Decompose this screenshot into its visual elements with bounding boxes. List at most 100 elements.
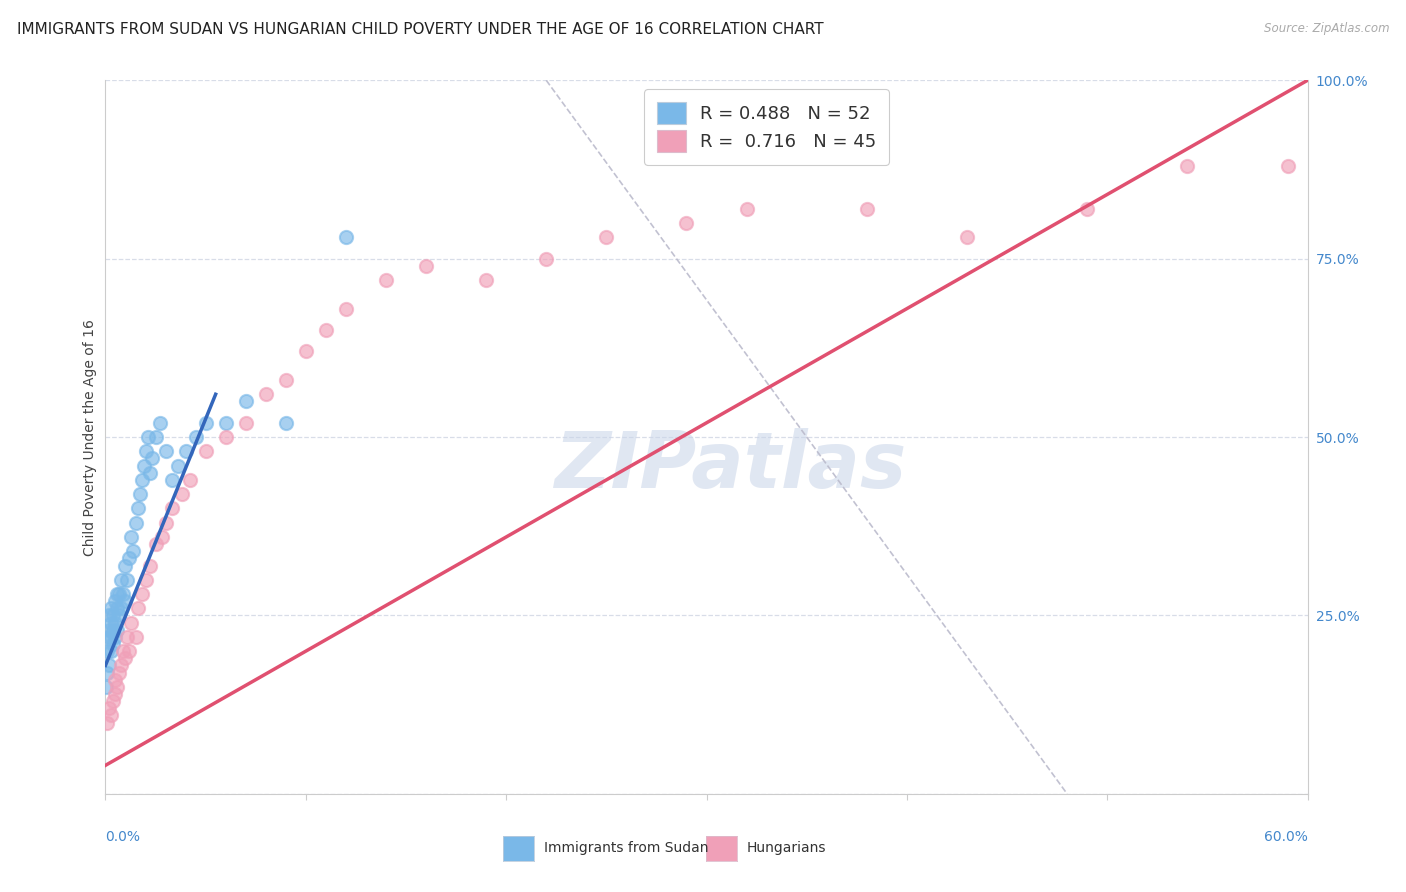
Point — [1277, 159, 1299, 173]
Point — [104, 687, 127, 701]
Point — [155, 444, 177, 458]
Point — [194, 444, 217, 458]
Point — [956, 230, 979, 244]
Point — [145, 430, 167, 444]
Point — [112, 644, 135, 658]
Point — [675, 216, 697, 230]
Point — [98, 658, 121, 673]
Text: IMMIGRANTS FROM SUDAN VS HUNGARIAN CHILD POVERTY UNDER THE AGE OF 16 CORRELATION: IMMIGRANTS FROM SUDAN VS HUNGARIAN CHILD… — [17, 22, 824, 37]
Point — [131, 587, 153, 601]
Point — [179, 473, 201, 487]
Point — [107, 623, 129, 637]
Text: Immigrants from Sudan: Immigrants from Sudan — [544, 841, 709, 855]
Point — [104, 630, 127, 644]
Point — [170, 487, 193, 501]
Point — [155, 516, 177, 530]
Point — [595, 230, 617, 244]
Point — [132, 458, 155, 473]
Point — [104, 673, 127, 687]
Point — [108, 608, 131, 623]
Point — [214, 430, 236, 444]
Point — [107, 680, 129, 694]
Point — [135, 444, 157, 458]
Point — [534, 252, 557, 266]
Point — [138, 558, 160, 573]
Point — [103, 623, 125, 637]
Point — [135, 573, 157, 587]
Point — [108, 665, 131, 680]
Point — [184, 430, 207, 444]
Point — [114, 594, 136, 608]
Point — [121, 615, 143, 630]
Point — [104, 594, 127, 608]
Point — [112, 587, 135, 601]
Legend: R = 0.488   N = 52, R =  0.716   N = 45: R = 0.488 N = 52, R = 0.716 N = 45 — [644, 89, 889, 165]
Point — [117, 630, 139, 644]
Point — [136, 430, 159, 444]
Point — [108, 587, 131, 601]
Point — [96, 665, 118, 680]
Text: ZIPatlas: ZIPatlas — [554, 427, 907, 504]
Point — [138, 466, 160, 480]
Point — [118, 644, 141, 658]
Point — [121, 530, 143, 544]
Point — [174, 444, 197, 458]
Point — [110, 573, 132, 587]
Point — [114, 558, 136, 573]
Point — [100, 615, 122, 630]
Point — [415, 259, 437, 273]
Point — [97, 630, 120, 644]
Point — [110, 658, 132, 673]
Point — [150, 530, 173, 544]
Point — [235, 416, 257, 430]
Point — [127, 501, 149, 516]
Point — [100, 644, 122, 658]
Point — [110, 601, 132, 615]
Point — [122, 544, 145, 558]
Point — [295, 344, 318, 359]
Point — [98, 701, 121, 715]
Point — [104, 615, 127, 630]
Point — [160, 473, 183, 487]
Text: Hungarians: Hungarians — [747, 841, 827, 855]
Point — [160, 501, 183, 516]
Point — [96, 715, 118, 730]
Point — [103, 694, 125, 708]
Point — [98, 623, 121, 637]
Point — [118, 551, 141, 566]
Text: 60.0%: 60.0% — [1264, 830, 1308, 844]
Point — [194, 416, 217, 430]
Text: Source: ZipAtlas.com: Source: ZipAtlas.com — [1264, 22, 1389, 36]
Point — [254, 387, 277, 401]
Point — [166, 458, 188, 473]
Point — [103, 637, 125, 651]
Point — [103, 608, 125, 623]
Point — [1076, 202, 1098, 216]
Point — [274, 416, 297, 430]
Point — [855, 202, 877, 216]
Point — [124, 630, 146, 644]
Point — [128, 487, 150, 501]
Point — [100, 630, 122, 644]
Point — [107, 587, 129, 601]
Point — [735, 202, 758, 216]
Point — [374, 273, 398, 287]
Point — [124, 516, 146, 530]
Point — [214, 416, 236, 430]
Point — [98, 608, 121, 623]
Point — [274, 373, 297, 387]
Point — [145, 537, 167, 551]
Point — [141, 451, 163, 466]
Point — [315, 323, 337, 337]
Point — [1177, 159, 1199, 173]
Text: 0.0%: 0.0% — [105, 830, 141, 844]
Point — [335, 301, 357, 316]
Point — [475, 273, 498, 287]
Point — [127, 601, 149, 615]
Point — [148, 416, 170, 430]
Point — [131, 473, 153, 487]
Point — [96, 680, 118, 694]
Point — [335, 230, 357, 244]
Y-axis label: Child Poverty Under the Age of 16: Child Poverty Under the Age of 16 — [83, 318, 97, 556]
Point — [117, 573, 139, 587]
